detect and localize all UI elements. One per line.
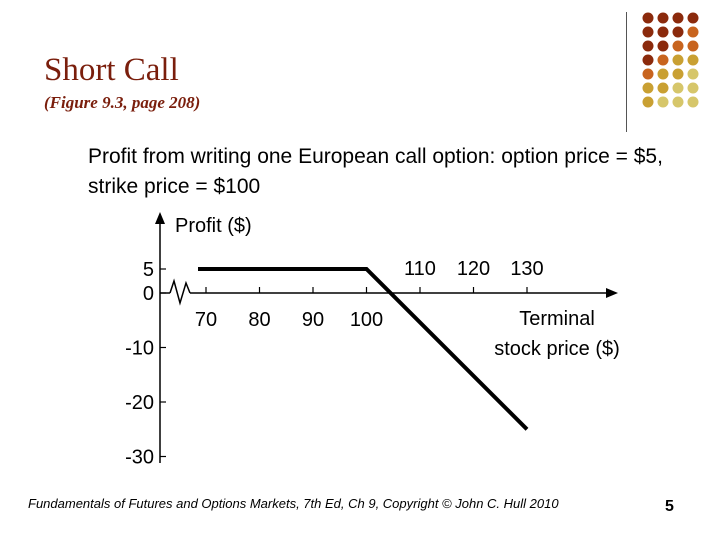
decorative-dot <box>642 82 654 94</box>
chart-marks <box>198 267 529 431</box>
decorative-dot <box>687 96 699 108</box>
decorative-dot <box>687 40 699 52</box>
slide-title: Short Call <box>44 52 179 88</box>
decorative-dot <box>687 54 699 66</box>
title-divider <box>626 12 627 132</box>
decorative-dot <box>642 26 654 38</box>
decorative-dot <box>672 26 684 38</box>
decorative-dot <box>672 54 684 66</box>
decorative-dot <box>672 96 684 108</box>
page-number: 5 <box>665 498 674 515</box>
y-axis-arrow <box>155 212 165 224</box>
x-axis-title-line2: stock price ($) <box>494 338 620 360</box>
decorative-dot <box>687 68 699 80</box>
y-tick-label: 0 <box>143 283 154 305</box>
decorative-dot <box>687 82 699 94</box>
decorative-dot <box>672 12 684 24</box>
x-tick-label: 130 <box>510 258 543 280</box>
decorative-dot <box>657 26 669 38</box>
x-axis-title-line1: Terminal <box>519 308 595 330</box>
decorative-dot <box>657 12 669 24</box>
decorative-dot <box>657 68 669 80</box>
x-tick-label: 100 <box>350 309 383 331</box>
x-tick-label: 110 <box>404 258 436 280</box>
decorative-dot <box>657 54 669 66</box>
footer-copyright: Fundamentals of Futures and Options Mark… <box>28 496 559 511</box>
decorative-dot <box>687 12 699 24</box>
decorative-dot <box>657 96 669 108</box>
y-tick-label: 5 <box>143 259 154 281</box>
decorative-dot <box>687 26 699 38</box>
decorative-dot <box>642 40 654 52</box>
payoff-line <box>198 267 529 431</box>
y-tick-label: -10 <box>125 338 154 360</box>
x-axis-arrow <box>606 288 618 298</box>
x-tick-label: 70 <box>195 309 217 331</box>
axis-break-zigzag <box>169 278 191 306</box>
decorative-dot <box>642 12 654 24</box>
y-tick-label: -20 <box>125 392 154 414</box>
chart-axes <box>155 212 618 463</box>
decorative-dot <box>642 54 654 66</box>
decorative-dot <box>672 82 684 94</box>
decorative-dot <box>672 40 684 52</box>
y-tick-label: -30 <box>125 447 154 469</box>
x-tick-label: 90 <box>302 309 324 331</box>
decorative-dot <box>672 68 684 80</box>
slide-subtitle: (Figure 9.3, page 208) <box>44 93 201 112</box>
x-tick-label: 80 <box>248 309 270 331</box>
decorative-dot <box>642 68 654 80</box>
y-axis-title: Profit ($) <box>175 215 252 237</box>
chart-labels: 50 -10 -20 -30 70 80 90 100 110 120 130 Profit ($) T… <box>125 215 620 469</box>
decorative-dot <box>657 40 669 52</box>
decorative-dot <box>642 96 654 108</box>
x-tick-label: 120 <box>457 258 490 280</box>
decorative-dot <box>657 82 669 94</box>
figure-description: Profit from writing one European call op… <box>88 145 663 198</box>
